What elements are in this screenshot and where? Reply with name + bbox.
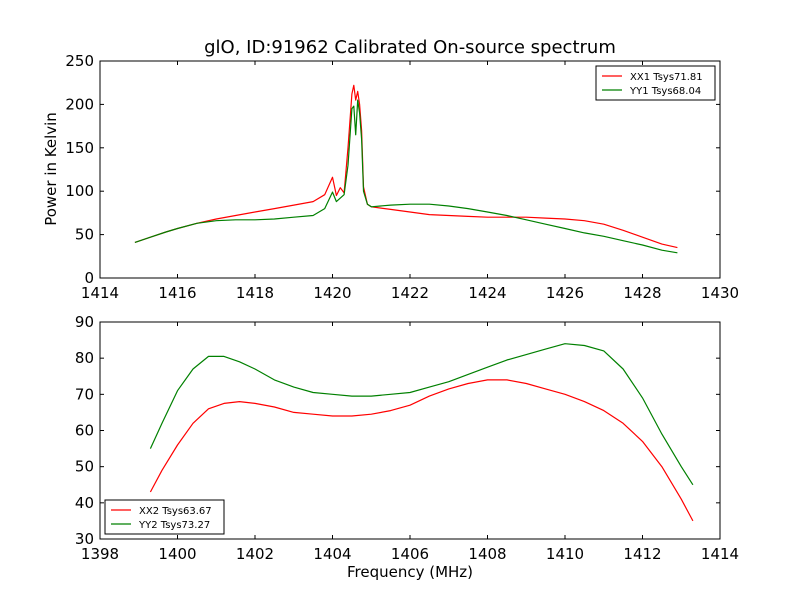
y-tick-label-1-2: 100	[65, 182, 94, 200]
y-tick-label-2-1: 40	[75, 494, 94, 512]
x-tick-label-2-3: 1404	[313, 545, 351, 563]
x-tick-label-2-8: 1414	[701, 545, 739, 563]
panels: 1414 1416 1418 1420 1422 1424 1426 1428 14300501…	[65, 52, 739, 563]
x-tick-label-2-1: 1400	[158, 545, 196, 563]
legend-label-1-1: XX1 Tsys71.81	[630, 72, 703, 83]
y-tick-label-2-2: 50	[75, 458, 94, 476]
legend-2: XX2 Tsys63.67 YY2 Tsys73.27	[104, 499, 225, 535]
x-tick-label-1-5: 1424	[468, 284, 506, 302]
x-tick-label-2-5: 1408	[468, 545, 506, 563]
legend-1: XX1 Tsys71.81 YY1 Tsys68.04	[595, 65, 716, 101]
x-tick-label-1-1: 1416	[158, 284, 196, 302]
series-line-1-2	[134, 99, 678, 254]
y-tick-label-2-3: 60	[75, 422, 94, 440]
y-tick-label-1-0: 0	[84, 269, 94, 287]
x-tick-label-2-7: 1412	[623, 545, 661, 563]
legend-box-2	[104, 499, 225, 535]
x-tick-label-1-6: 1426	[546, 284, 584, 302]
y-tick-label-2-6: 90	[75, 313, 94, 331]
legend-label-2-2: YY2 Tsys73.27	[138, 520, 210, 531]
panel-2: 1398 1400 1402 1404 1406 1408 1410 1412 1414 30 40…	[75, 313, 739, 563]
legend-box-1	[595, 65, 716, 101]
x-tick-label-1-3: 1420	[313, 284, 351, 302]
y-tick-label-1-3: 150	[65, 139, 94, 157]
legend-label-1-2: YY1 Tsys68.04	[629, 86, 701, 97]
y-axis-label: Power in Kelvin	[42, 112, 60, 226]
series-line-2-1	[149, 379, 694, 522]
y-tick-label-2-5: 80	[75, 349, 94, 367]
x-tick-label-2-2: 1402	[236, 545, 274, 563]
y-tick-label-2-0: 30	[75, 530, 94, 548]
x-tick-label-2-6: 1410	[546, 545, 584, 563]
x-tick-label-1-8: 1430	[701, 284, 739, 302]
y-tick-label-1-5: 250	[65, 52, 94, 70]
series-line-1-1	[134, 84, 678, 249]
x-tick-label-1-0: 1414	[81, 284, 119, 302]
y-tick-label-2-4: 70	[75, 385, 94, 403]
x-tick-label-1-7: 1428	[623, 284, 661, 302]
legend-label-2-1: XX2 Tsys63.67	[139, 506, 212, 517]
series-line-2-2	[149, 343, 694, 486]
chart-title: glO, ID:91962 Calibrated On-source spect…	[204, 37, 616, 58]
y-tick-label-1-1: 50	[75, 226, 94, 244]
x-axis-label: Frequency (MHz)	[347, 563, 473, 581]
x-tick-label-2-0: 1398	[81, 545, 119, 563]
panel-1: 1414 1416 1418 1420 1422 1424 1426 1428 1430 0 50 1…	[65, 52, 739, 302]
x-tick-label-1-4: 1422	[391, 284, 429, 302]
x-tick-label-1-2: 1418	[236, 284, 274, 302]
y-tick-label-1-4: 200	[65, 95, 94, 113]
x-tick-label-2-4: 1406	[391, 545, 429, 563]
